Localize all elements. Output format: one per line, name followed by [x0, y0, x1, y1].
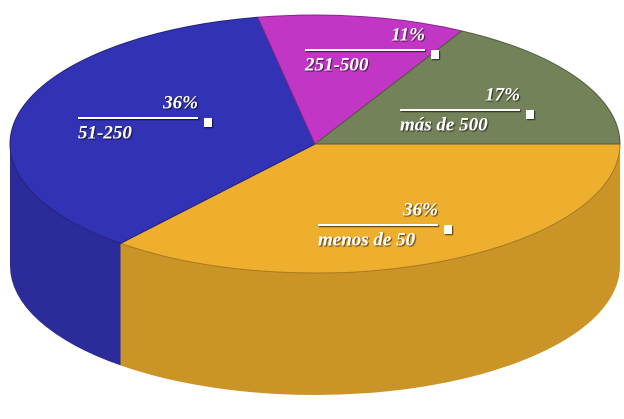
- value-label: 11%: [391, 24, 425, 45]
- label-marker: [431, 50, 439, 59]
- pie-slice: [257, 14, 464, 145]
- pie-wall: [10, 144, 121, 366]
- pie-walls: [10, 144, 620, 396]
- slice-label: 36% 51-250: [78, 92, 212, 143]
- category-label: menos de 50: [318, 229, 416, 250]
- label-marker: [526, 110, 534, 119]
- pie-slice: [9, 16, 316, 244]
- category-label: 251-500: [304, 54, 369, 75]
- pie-wall: [120, 144, 620, 396]
- category-label: más de 500: [400, 114, 488, 135]
- labels: 36% menos de 50 36% 51-250 11% 251-500 17% más …: [78, 24, 534, 250]
- slice-label: 17% más de 500: [400, 84, 534, 135]
- label-marker: [444, 225, 452, 234]
- label-marker: [204, 118, 212, 127]
- category-label: 51-250: [78, 122, 132, 143]
- pie-slice: [119, 143, 621, 274]
- slice-label: 11% 251-500: [304, 24, 439, 75]
- value-label: 17%: [485, 84, 520, 105]
- value-label: 36%: [162, 92, 198, 113]
- slice-label: 36% menos de 50: [318, 199, 452, 250]
- pie-slice: [313, 30, 621, 145]
- value-label: 36%: [402, 199, 438, 220]
- pie-top: [9, 14, 621, 274]
